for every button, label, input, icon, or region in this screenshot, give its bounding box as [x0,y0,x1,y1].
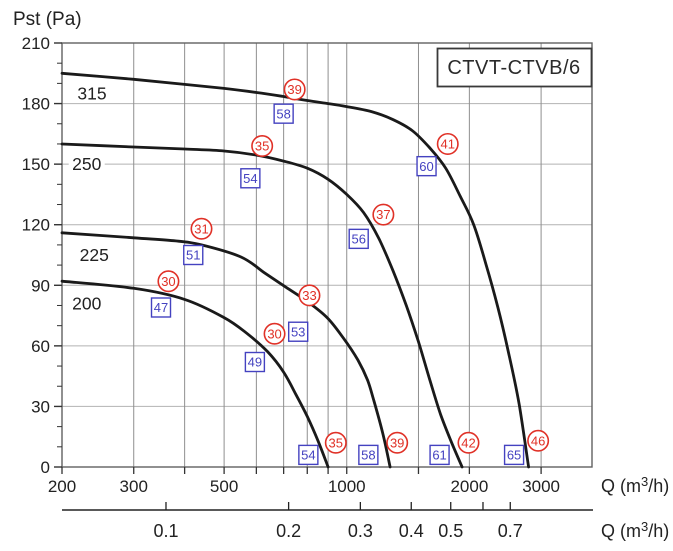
blue-square-marker-value: 54 [243,171,257,186]
red-circle-marker-value: 30 [267,326,281,341]
x-tick-label: 200 [48,477,76,496]
curve-label-bg-250 [68,155,105,174]
red-circle-marker [251,134,274,157]
blue-square-marker [503,444,525,466]
red-circle-marker [527,429,550,452]
x-tick-label: 3000 [522,477,560,496]
curve-315 [60,71,530,469]
secondary-axis-tick-label: 0.4 [399,521,424,541]
blue-square-marker-value: 58 [276,106,290,121]
blue-square-marker [416,155,437,177]
red-circle-marker [457,431,480,454]
blue-square-marker-value: 58 [361,447,375,462]
plot-border [61,42,593,468]
secondary-axis-unit-label: Q (m3/h) [601,519,669,541]
x-tick-label: 300 [120,477,148,496]
x-tick-label: 500 [210,477,238,496]
curve-200 [60,279,330,469]
blue-square-marker [429,444,450,466]
red-circle-marker-value: 35 [329,435,343,450]
blue-square-marker-value: 49 [248,355,262,370]
red-circle-marker-value: 35 [255,139,269,154]
secondary-axis-tick-label: 0.5 [438,521,463,541]
secondary-axis-tick-label: 0.7 [498,521,523,541]
model-label-box [436,47,593,88]
red-circle-marker [190,217,213,240]
y-tick-label: 180 [22,95,50,114]
y-tick-label: 90 [31,276,50,295]
curve-label-200: 200 [72,293,101,313]
blue-square-marker-value: 47 [154,300,168,315]
blue-square-marker-value: 60 [419,159,433,174]
curve-label-bg-225 [76,246,113,264]
red-circle-marker-value: 31 [194,221,208,236]
blue-square-marker-value: 53 [291,324,305,339]
y-tick-label: 210 [22,34,50,53]
curve-label-315: 315 [77,83,106,103]
model-label: CTVT-CTVB/6 [447,57,580,79]
red-circle-marker-value: 39 [390,435,404,450]
curve-225 [60,231,392,469]
red-circle-marker [263,322,286,345]
x-tick-label: 2000 [450,477,488,496]
secondary-axis-tick-label: 0.3 [348,521,373,541]
x-axis-unit-label: Q (m3/h) [601,474,669,496]
curve-250 [60,142,464,469]
curve-label-bg-200 [68,294,105,313]
red-circle-marker-value: 42 [461,435,475,450]
blue-square-marker-value: 65 [507,447,521,462]
blue-square-marker [287,321,309,342]
red-circle-marker [298,284,321,307]
curve-label-250: 250 [72,154,101,174]
secondary-axis-tick-label: 0.1 [153,521,178,541]
blue-square-marker-value: 51 [186,248,200,263]
blue-square-marker [298,444,319,466]
y-axis-title: Pst (Pa) [13,9,82,30]
secondary-axis-tick-label: 0.2 [276,521,301,541]
blue-square-marker-value: 56 [351,231,365,246]
blue-square-marker-value: 54 [301,447,315,462]
red-circle-marker [157,270,180,293]
red-circle-marker [372,203,395,226]
red-circle-marker-value: 37 [376,207,390,222]
blue-square-marker-value: 61 [432,447,446,462]
y-tick-label: 150 [22,155,50,174]
red-circle-marker-value: 46 [531,433,545,448]
blue-square-marker [244,351,266,373]
blue-square-marker [150,297,172,318]
red-circle-marker-value: 30 [161,274,175,289]
blue-square-marker [240,168,261,189]
y-tick-label: 0 [41,458,50,477]
red-circle-marker-value: 41 [441,137,455,152]
red-circle-marker [436,132,459,155]
y-tick-label: 120 [22,216,50,235]
red-circle-marker-value: 33 [302,288,316,303]
red-circle-marker [283,78,306,101]
blue-square-marker [183,244,204,266]
curve-label-225: 225 [80,245,109,265]
blue-square-marker [273,103,294,124]
y-tick-label: 60 [31,337,50,356]
red-circle-marker-value: 39 [287,82,301,97]
curve-label-bg-315 [74,84,111,103]
chart-generated-layer: 0 30 60 90 120 150 180 210 200 300 500 1000 2000 3000… [22,34,670,541]
blue-square-marker [358,444,379,466]
blue-square-marker [348,228,369,250]
x-tick-label: 1000 [328,477,366,496]
red-circle-marker [386,431,409,454]
red-circle-marker [324,431,347,454]
y-tick-label: 30 [31,397,50,416]
